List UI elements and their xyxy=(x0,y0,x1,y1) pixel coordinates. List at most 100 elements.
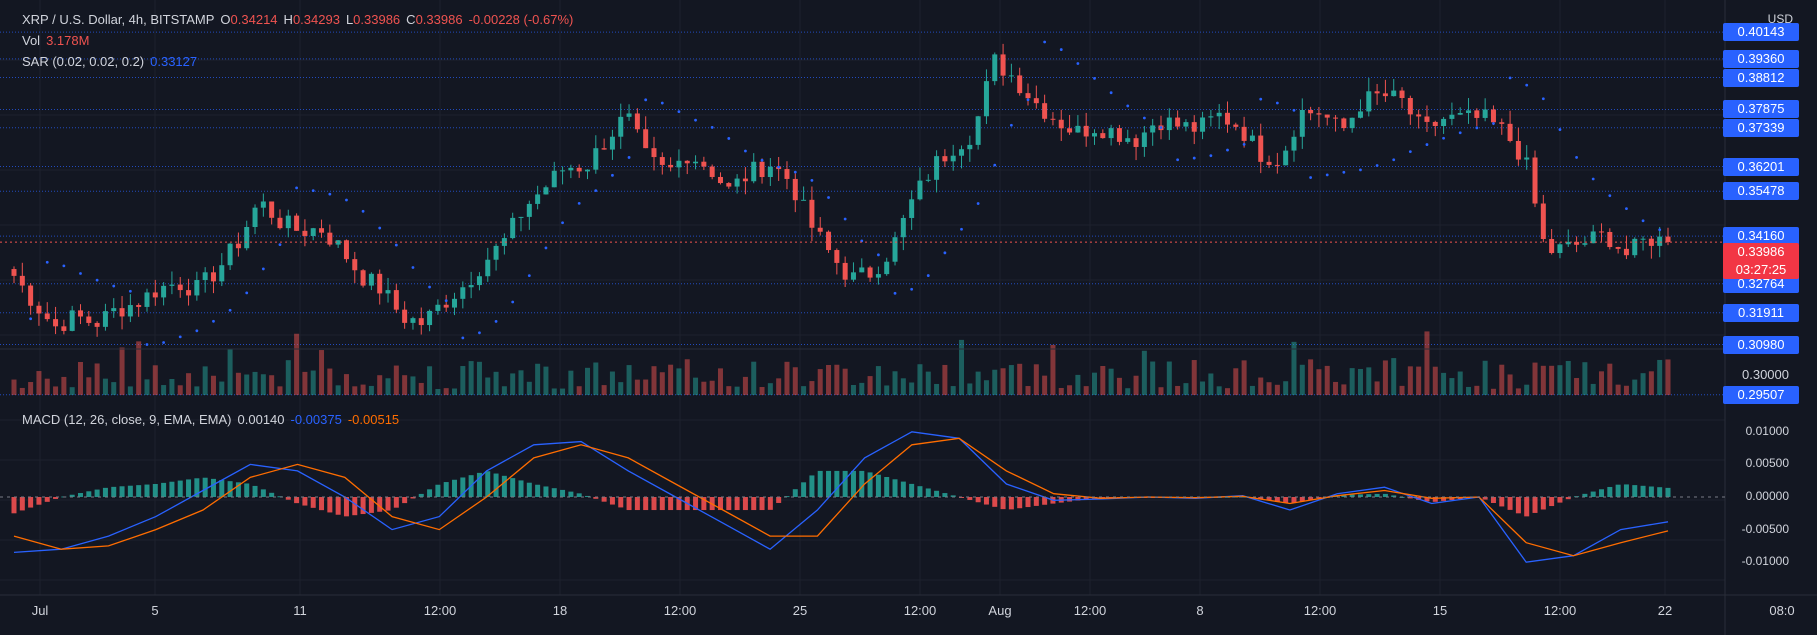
macd-hist-bar xyxy=(934,490,940,497)
candle-body xyxy=(327,232,333,245)
candle-body xyxy=(1308,109,1314,114)
volume-bar xyxy=(1374,381,1380,395)
volume-bar xyxy=(767,383,773,395)
volume-bar xyxy=(485,377,491,395)
volume-bar xyxy=(468,361,474,395)
symbol-title[interactable]: XRP / U.S. Dollar, 4h, BITSTAMP xyxy=(22,12,215,27)
price-badge[interactable]: 0.37875 xyxy=(1723,100,1799,119)
macd-hist-bar xyxy=(385,497,391,511)
volume-bar xyxy=(1532,362,1538,395)
symbol-legend[interactable]: XRP / U.S. Dollar, 4h, BITSTAMP O0.34214… xyxy=(22,12,573,27)
candle-body xyxy=(161,285,167,298)
macd-hist-bar xyxy=(327,497,333,513)
price-badge[interactable]: 0.38812 xyxy=(1723,68,1799,87)
volume-bar xyxy=(1599,371,1605,395)
macd-hist-bar xyxy=(177,480,183,497)
volume-bar xyxy=(867,376,873,395)
candle-body xyxy=(343,240,349,260)
volume-legend[interactable]: Vol 3.178M xyxy=(22,33,89,48)
candle-body xyxy=(169,284,175,286)
volume-bar xyxy=(19,387,25,395)
volume-bar xyxy=(294,333,300,395)
sar-legend[interactable]: SAR (0.02, 0.02, 0.2) 0.33127 xyxy=(22,54,197,69)
volume-bar xyxy=(1582,362,1588,395)
candle-body xyxy=(584,169,590,172)
candle-body xyxy=(1008,75,1014,77)
price-badge[interactable]: 0.36201 xyxy=(1723,157,1799,176)
volume-bar xyxy=(850,384,856,395)
macd-hist-bar xyxy=(1557,497,1563,503)
price-badge[interactable]: 0.29507 xyxy=(1723,385,1799,404)
macd-hist-bar xyxy=(817,470,823,497)
volume-bar xyxy=(119,347,125,395)
sar-dot xyxy=(1608,194,1612,198)
volume-bar xyxy=(1574,378,1580,395)
sar-dot xyxy=(461,336,465,340)
price-badge[interactable]: 0.37339 xyxy=(1723,118,1799,137)
sar-dot xyxy=(1525,83,1529,87)
volume-bar xyxy=(335,385,341,395)
time-label: 25 xyxy=(792,603,808,618)
macd-tick: -0.01000 xyxy=(1741,554,1789,569)
candle-body xyxy=(609,136,615,150)
volume-bar xyxy=(269,375,275,395)
volume-bar xyxy=(1274,384,1280,395)
macd-hist-bar xyxy=(1623,484,1629,497)
macd-legend[interactable]: MACD (12, 26, close, 9, EMA, EMA) 0.0014… xyxy=(22,412,399,427)
macd-hist-bar xyxy=(1258,497,1264,500)
price-badge[interactable]: 0.30980 xyxy=(1723,335,1799,354)
macd-hist-bar xyxy=(1532,497,1538,513)
macd-hist-bar xyxy=(1515,497,1521,514)
candle-body xyxy=(643,129,649,149)
price-badge[interactable]: 0.39360 xyxy=(1723,49,1799,68)
candle-body xyxy=(535,194,541,204)
volume-bar xyxy=(668,364,674,395)
sar-dot xyxy=(1259,97,1263,101)
candle-body xyxy=(892,237,898,262)
macd-hist-bar xyxy=(1283,497,1289,503)
price-badge[interactable]: 0.40143 xyxy=(1723,23,1799,42)
macd-hist-bar xyxy=(576,493,582,497)
macd-hist-bar xyxy=(77,493,83,497)
sar-dot xyxy=(1325,173,1329,177)
candle-body xyxy=(734,178,740,187)
macd-hist-bar xyxy=(634,497,640,511)
volume-bar xyxy=(526,381,532,395)
volume-bar xyxy=(1549,365,1555,395)
macd-hist-bar xyxy=(701,497,707,511)
candle-body xyxy=(435,304,441,311)
macd-hist-bar xyxy=(801,482,807,497)
volume-bar xyxy=(161,385,167,395)
price-badge[interactable]: 0.34160 xyxy=(1723,227,1799,246)
sar-dot xyxy=(926,274,930,277)
candle-body xyxy=(1549,238,1555,254)
candle-body xyxy=(1382,93,1388,97)
candle-body xyxy=(1424,116,1430,122)
candle-body xyxy=(1474,110,1480,118)
volume-bar xyxy=(102,378,108,395)
price-badge[interactable]: 0.32764 xyxy=(1723,274,1799,293)
price-badge[interactable]: 0.35478 xyxy=(1723,182,1799,201)
candle-body xyxy=(294,215,300,231)
price-tick: 0.30000 xyxy=(1742,367,1789,382)
sar-dot xyxy=(1275,101,1279,105)
candle-body xyxy=(1133,138,1139,147)
candle-body xyxy=(1166,117,1172,131)
price-badge[interactable]: 0.31911 xyxy=(1723,303,1799,322)
currency-label[interactable]: USD xyxy=(1767,12,1793,26)
candle-body xyxy=(992,54,998,82)
volume-bar xyxy=(1075,374,1081,395)
macd-hist-bar xyxy=(776,497,782,503)
sar-dot xyxy=(95,278,99,282)
volume-bar xyxy=(1025,386,1031,395)
volume-bar xyxy=(460,366,466,395)
volume-bar xyxy=(501,386,507,395)
macd-hist-bar xyxy=(194,478,200,497)
sar-dot xyxy=(1591,177,1595,181)
volume-bar xyxy=(410,376,416,395)
last-price-badge[interactable]: 0.33986 03:27:25 xyxy=(1723,243,1799,279)
sar-dot xyxy=(1242,142,1246,146)
sar-dot xyxy=(1359,168,1362,172)
macd-hist-bar xyxy=(992,497,998,507)
